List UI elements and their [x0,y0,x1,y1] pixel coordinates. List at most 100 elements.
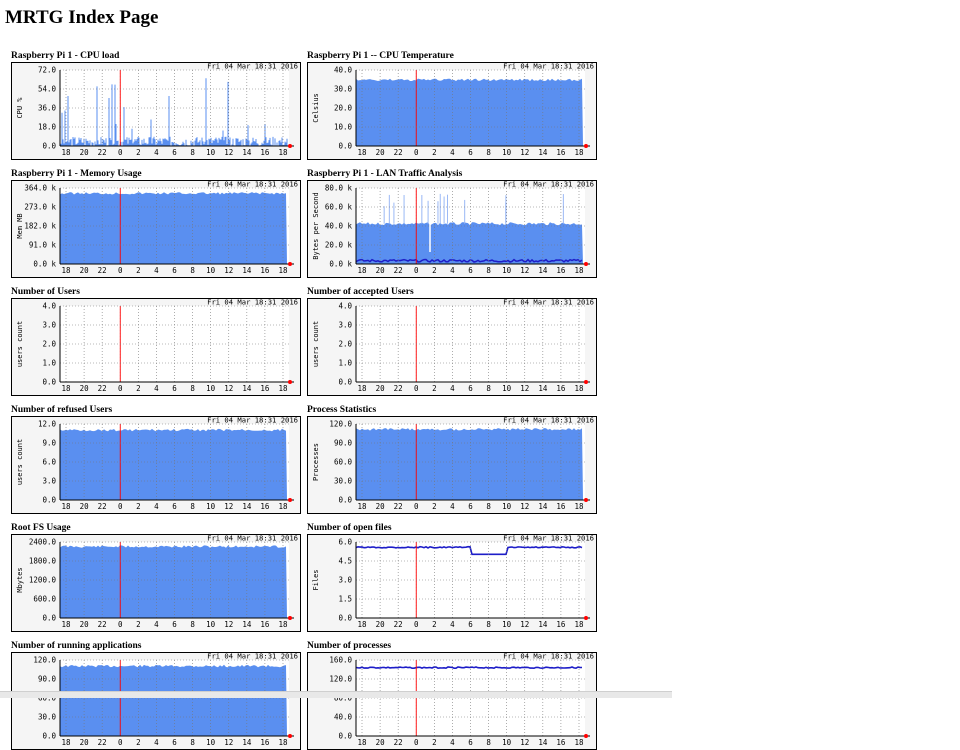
graph-timestamp: Fri 04 Mar 18:31 2016 [207,534,298,543]
graph-timestamp: Fri 04 Mar 18:31 2016 [503,298,594,307]
graph-image[interactable]: 18 20 22 0 2 4 6 8 10 12 14 16 18 40.0 30.0 20.0 10.0 0.0… [307,62,597,160]
now-marker [584,498,588,502]
y-axis-label: Files [312,569,320,590]
graph-title[interactable]: Number of open files [307,523,392,533]
x-tick-label: 16 [260,384,270,393]
graph-image[interactable]: 18 20 22 0 2 4 6 8 10 12 14 16 18 4.0 3.0 2.0 1.0 0.0 user… [307,298,597,396]
x-tick-label: 8 [486,502,491,511]
x-tick-label: 6 [468,620,473,629]
graph-title[interactable]: Number of running applications [11,641,142,651]
y-tick-label: 3.0 [338,576,352,585]
graph-title[interactable]: Number of accepted Users [307,287,414,297]
x-tick-label: 18 [357,738,367,747]
x-tick-label: 2 [432,738,437,747]
y-tick-label: 2400.0 [29,538,57,547]
x-tick-label: 8 [486,620,491,629]
graph-image[interactable]: 18 20 22 0 2 4 6 8 10 12 14 16 18 72.0 54.0 36.0 18.0 0.0… [11,62,301,160]
x-tick-label: 6 [468,502,473,511]
y-axis-label: Processes [312,443,320,481]
x-tick-label: 4 [154,738,159,747]
x-tick-label: 16 [260,266,270,275]
now-marker [584,380,588,384]
graph-image[interactable]: 18 20 22 0 2 4 6 8 10 12 14 16 18 12.0 9.0 6.0 3.0 0.0 use… [11,416,301,514]
x-tick-label: 20 [376,266,386,275]
x-tick-label: 20 [376,620,386,629]
x-tick-label: 14 [242,266,252,275]
x-tick-label: 18 [278,266,288,275]
graph-image[interactable]: 18 20 22 0 2 4 6 8 10 12 14 16 18160.0120.080.040.00… [307,652,597,750]
x-tick-label: 22 [98,148,107,157]
graph-title[interactable]: Raspberry Pi 1 -- CPU Temperature [307,51,454,61]
y-tick-label: 0.0 [338,614,352,623]
x-tick-label: 18 [357,266,367,275]
x-tick-label: 0 [414,148,419,157]
y-tick-label: 0.0 k [329,260,352,269]
y-tick-label: 1200.0 [29,576,57,585]
y-tick-label: 6.0 [42,458,56,467]
graph-title[interactable]: Raspberry Pi 1 - Memory Usage [11,169,142,179]
x-tick-label: 2 [136,738,141,747]
x-tick-label: 22 [98,266,107,275]
y-tick-label: 30.0 [334,85,353,94]
x-tick-label: 4 [154,502,159,511]
series-area [60,192,287,264]
graph-title[interactable]: Number of refused Users [11,405,113,415]
x-tick-label: 20 [376,148,386,157]
y-tick-label: 0.0 [42,614,56,623]
now-marker [288,616,292,620]
x-tick-label: 18 [357,148,367,157]
graph-title[interactable]: Raspberry Pi 1 - LAN Traffic Analysis [307,169,463,179]
x-tick-label: 0 [118,266,123,275]
graph-image[interactable]: 18 20 22 0 2 4 6 8 10 12 14 16 18120.090.060.030.00.… [307,416,597,514]
now-marker [288,144,292,148]
x-tick-label: 12 [520,148,529,157]
x-tick-label: 14 [538,266,548,275]
x-tick-label: 18 [61,502,71,511]
x-tick-label: 12 [520,502,529,511]
x-tick-label: 0 [414,620,419,629]
y-tick-label: 273.0 k [24,203,56,212]
x-tick-label: 18 [278,384,288,393]
y-tick-label: 364.0 k [24,184,56,193]
graph-image[interactable]: 18 20 22 0 2 4 6 8 10 12 14 16 18 2400.0 1800.0 1200.0 6… [11,534,301,632]
x-tick-label: 22 [394,620,403,629]
graph-image[interactable]: 18 20 22 0 2 4 6 8 10 12 14 16 18120.090.060.030.00.… [11,652,301,750]
y-tick-label: 0.0 [42,378,56,387]
series-area [60,664,287,736]
graph-timestamp: Fri 04 Mar 18:31 2016 [503,652,594,661]
graph-image[interactable]: 18 20 22 0 2 4 6 8 10 12 14 16 18 6.0 4.5 3.0 1.5 0.0 File… [307,534,597,632]
x-tick-label: 10 [502,620,512,629]
x-tick-label: 12 [224,620,233,629]
x-tick-label: 18 [357,384,367,393]
y-tick-label: 90.0 [334,439,353,448]
x-tick-label: 22 [394,266,403,275]
graph-title[interactable]: Process Statistics [307,405,377,415]
x-tick-label: 16 [260,502,270,511]
y-tick-label: 3.0 [42,321,56,330]
graph-title[interactable]: Raspberry Pi 1 - CPU load [11,51,120,61]
x-tick-label: 2 [432,502,437,511]
x-tick-label: 20 [376,738,386,747]
graph-image[interactable]: 18 20 22 0 2 4 6 8 10 12 14 16 18 80.0 k 60.0 k 40.0 k 2… [307,180,597,278]
graph-title[interactable]: Number of processes [307,641,392,651]
x-tick-label: 18 [574,620,584,629]
x-tick-label: 10 [502,148,512,157]
graph-image[interactable]: 18 20 22 0 2 4 6 8 10 12 14 16 18 364.0 k 273.0 k 182.0… [11,180,301,278]
x-tick-label: 14 [242,148,252,157]
graph-timestamp: Fri 04 Mar 18:31 2016 [207,298,298,307]
y-tick-label: 0.0 [42,496,56,505]
x-tick-label: 18 [574,502,584,511]
graph-title[interactable]: Number of Users [11,287,80,297]
graph-image[interactable]: 18 20 22 0 2 4 6 8 10 12 14 16 18 4.0 3.0 2.0 1.0 0.0 user… [11,298,301,396]
x-tick-label: 8 [190,738,195,747]
y-tick-label: 60.0 [334,458,353,467]
y-tick-label: 40.0 [334,66,353,75]
graph-title[interactable]: Root FS Usage [11,523,71,533]
y-tick-label: 600.0 [33,595,56,604]
y-tick-label: 120.0 [33,656,56,665]
x-tick-label: 22 [98,384,107,393]
x-tick-label: 16 [556,384,566,393]
x-tick-label: 0 [118,502,123,511]
horizontal-scrollbar[interactable] [0,691,672,698]
y-axis-label: Mem MB [16,213,24,238]
